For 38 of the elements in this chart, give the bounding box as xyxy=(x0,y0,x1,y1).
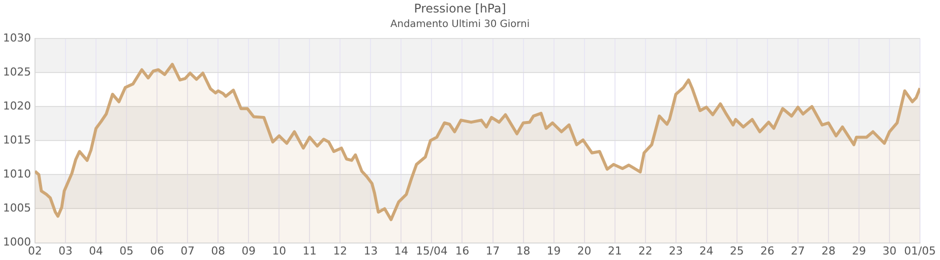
x-tick-label: 11 xyxy=(302,244,317,258)
x-tick-label: 06 xyxy=(150,244,164,258)
x-tick-label: 16 xyxy=(455,244,470,258)
x-tick-label: 17 xyxy=(486,244,500,258)
y-tick-label: 1015 xyxy=(3,133,31,146)
x-tick-label: 20 xyxy=(577,244,592,258)
x-tick-label: 27 xyxy=(790,244,805,258)
x-tick-label: 08 xyxy=(211,244,226,258)
x-tick-label: 30 xyxy=(882,244,896,258)
x-tick-label: 29 xyxy=(852,244,866,258)
y-tick-label: 1025 xyxy=(3,65,31,78)
x-tick-label: 05 xyxy=(120,244,134,258)
y-tick-label: 1030 xyxy=(3,31,31,44)
x-tick-label: 26 xyxy=(760,244,774,258)
x-tick-label: 23 xyxy=(668,244,683,258)
x-tick-label: 01/05 xyxy=(904,244,936,258)
x-tick-label: 19 xyxy=(546,244,561,258)
x-tick-label: 12 xyxy=(333,244,348,258)
y-tick-label: 1020 xyxy=(3,99,31,112)
x-tick-label: 14 xyxy=(394,244,408,258)
x-tick-label: 03 xyxy=(58,244,73,258)
x-tick-label: 02 xyxy=(28,244,42,258)
x-tick-label: 25 xyxy=(730,244,744,258)
x-tick-label: 04 xyxy=(89,244,104,258)
x-tick-label: 10 xyxy=(272,244,286,258)
y-tick-label: 1010 xyxy=(3,168,31,181)
x-tick-label: 13 xyxy=(364,244,378,258)
y-tick-label: 1005 xyxy=(3,202,31,215)
x-tick-label: 15/04 xyxy=(416,244,448,258)
x-tick-label: 21 xyxy=(608,244,622,258)
x-tick-label: 22 xyxy=(638,244,652,258)
x-tick-label: 18 xyxy=(516,244,530,258)
chart-subtitle: Andamento Ultimi 30 Giorni xyxy=(390,18,530,30)
x-tick-label: 09 xyxy=(242,244,256,258)
x-tick-label: 07 xyxy=(180,244,195,258)
chart-title: Pressione [hPa] xyxy=(414,1,506,16)
x-tick-label: 24 xyxy=(699,244,714,258)
x-tick-label: 28 xyxy=(821,244,836,258)
